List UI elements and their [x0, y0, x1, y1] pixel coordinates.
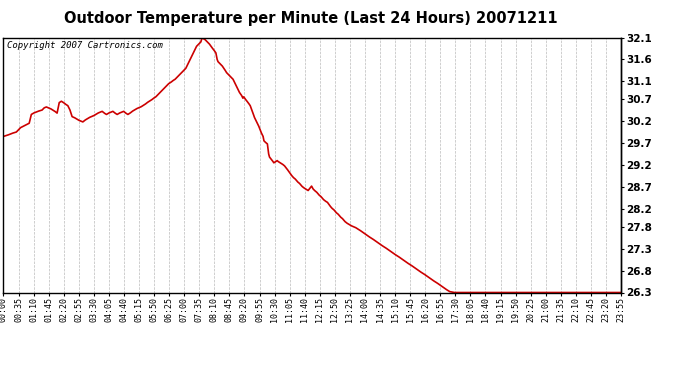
Text: Outdoor Temperature per Minute (Last 24 Hours) 20071211: Outdoor Temperature per Minute (Last 24 … [63, 11, 558, 26]
Text: Copyright 2007 Cartronics.com: Copyright 2007 Cartronics.com [6, 41, 162, 50]
